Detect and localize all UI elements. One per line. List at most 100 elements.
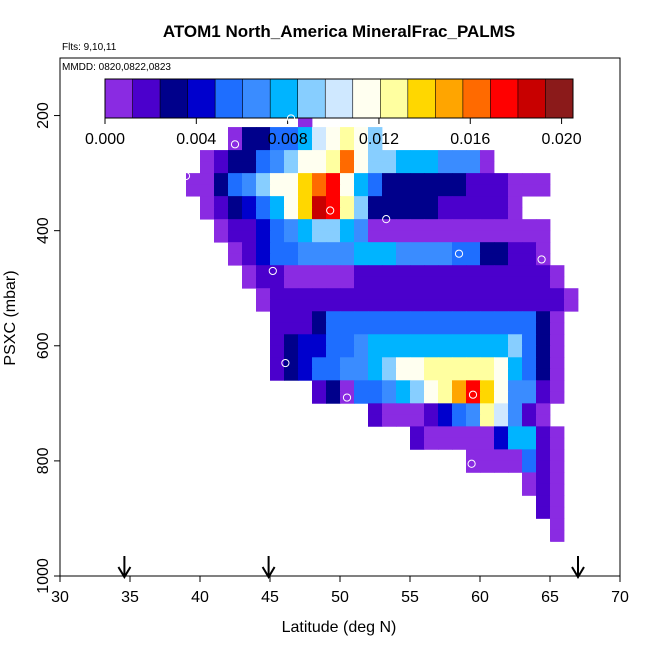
colorbar-swatch <box>270 79 299 118</box>
heatmap-cell <box>312 368 327 381</box>
heatmap-cell <box>536 173 551 186</box>
heatmap-cell <box>410 322 425 335</box>
heatmap-cell <box>200 184 215 197</box>
heatmap-cell <box>480 253 495 266</box>
heatmap-cell <box>284 345 299 358</box>
heatmap-cell <box>522 368 537 381</box>
heatmap-cell <box>228 161 243 174</box>
heatmap-cell <box>410 230 425 243</box>
heatmap-cell <box>522 299 537 312</box>
heatmap-cell <box>368 265 383 278</box>
heatmap-cell <box>466 299 481 312</box>
heatmap-cell <box>480 242 495 255</box>
heatmap-cell <box>312 322 327 335</box>
heatmap-cell <box>312 380 327 393</box>
heatmap-cell <box>466 368 481 381</box>
heatmap-cell <box>536 230 551 243</box>
heatmap-cell <box>396 345 411 358</box>
heatmap-cell <box>368 380 383 393</box>
heatmap-cell <box>522 357 537 370</box>
heatmap-cell <box>410 219 425 232</box>
heatmap-cell <box>452 334 467 347</box>
heatmap-cell <box>256 150 271 162</box>
heatmap-cell <box>480 391 495 404</box>
colorbar-swatch <box>160 79 188 118</box>
heatmap-cell <box>312 253 327 266</box>
heatmap-cell <box>494 230 509 243</box>
heatmap-cell <box>340 288 355 301</box>
heatmap-cell <box>508 437 523 450</box>
heatmap-cell <box>214 161 229 174</box>
heatmap-cell <box>382 380 397 393</box>
heatmap-cell <box>200 207 215 220</box>
heatmap-cell <box>354 253 369 266</box>
heatmap-cell <box>200 196 215 209</box>
heatmap-cell <box>284 219 299 232</box>
heatmap-cell <box>550 334 565 347</box>
heatmap-cell <box>522 322 537 335</box>
heatmap-cell <box>536 357 551 370</box>
heatmap-cell <box>312 299 327 312</box>
heatmap-cell <box>466 173 481 186</box>
heatmap-cell <box>396 288 411 301</box>
heatmap-cell <box>522 242 537 255</box>
heatmap-cell <box>410 184 425 197</box>
heatmap-cell <box>480 184 495 197</box>
heatmap-cell <box>368 196 383 209</box>
heatmap-cell <box>494 357 509 370</box>
heatmap-cell <box>284 161 299 174</box>
x-tick-label: 30 <box>51 589 69 606</box>
chart-title: ATOM1 North_America MineralFrac_PALMS <box>163 22 515 41</box>
heatmap-cell <box>312 311 327 324</box>
heatmap-cell <box>424 288 439 301</box>
heatmap-cell <box>452 288 467 301</box>
heatmap-cell <box>354 242 369 255</box>
heatmap-cell <box>550 345 565 358</box>
heatmap-cell <box>298 184 313 197</box>
heatmap-cell <box>550 311 565 324</box>
heatmap-cell <box>270 207 285 220</box>
heatmap-cell <box>522 391 537 404</box>
heatmap-cell <box>242 276 257 289</box>
heatmap-cell <box>368 357 383 370</box>
heatmap-cell <box>270 184 285 197</box>
heatmap-cell <box>326 173 341 186</box>
heatmap-cell <box>396 299 411 312</box>
heatmap-cell <box>410 276 425 289</box>
heatmap-cell <box>368 230 383 243</box>
heatmap-cell <box>340 380 355 393</box>
heatmap-cell <box>522 173 537 186</box>
colorbar-swatch <box>462 79 491 118</box>
heatmap-cell <box>354 380 369 393</box>
heatmap-cell <box>354 345 369 358</box>
heatmap-cell <box>242 127 257 139</box>
heatmap-cell <box>354 138 369 151</box>
colorbar-swatch <box>215 79 244 118</box>
arrow-head <box>571 566 585 579</box>
heatmap-cell <box>270 173 285 186</box>
heatmap-cell <box>326 345 341 358</box>
sample-marker <box>557 203 566 212</box>
colorbar-swatch <box>325 79 354 118</box>
heatmap-cell <box>410 334 425 347</box>
heatmap-cell <box>494 184 509 197</box>
heatmap-cell <box>466 380 481 393</box>
heatmap-cell <box>452 357 467 370</box>
heatmap-cell <box>396 414 411 427</box>
heatmap-cell <box>410 207 425 220</box>
heatmap-cell <box>382 334 397 347</box>
heatmap-cell <box>494 460 509 473</box>
heatmap-cell <box>452 276 467 289</box>
colorbar-swatch <box>517 79 546 118</box>
heatmap-cell <box>382 276 397 289</box>
x-axis-label: Latitude (deg N) <box>282 619 397 636</box>
heatmap-cell <box>256 138 271 151</box>
heatmap-cell <box>494 242 509 255</box>
y-axis-label: PSXC (mbar) <box>2 270 19 365</box>
heatmap-cell <box>270 322 285 335</box>
heatmap-cell <box>480 230 495 243</box>
heatmap-cell <box>270 138 285 151</box>
heatmap-cell <box>438 322 453 335</box>
heatmap-cell <box>508 230 523 243</box>
heatmap-cell <box>242 150 257 162</box>
